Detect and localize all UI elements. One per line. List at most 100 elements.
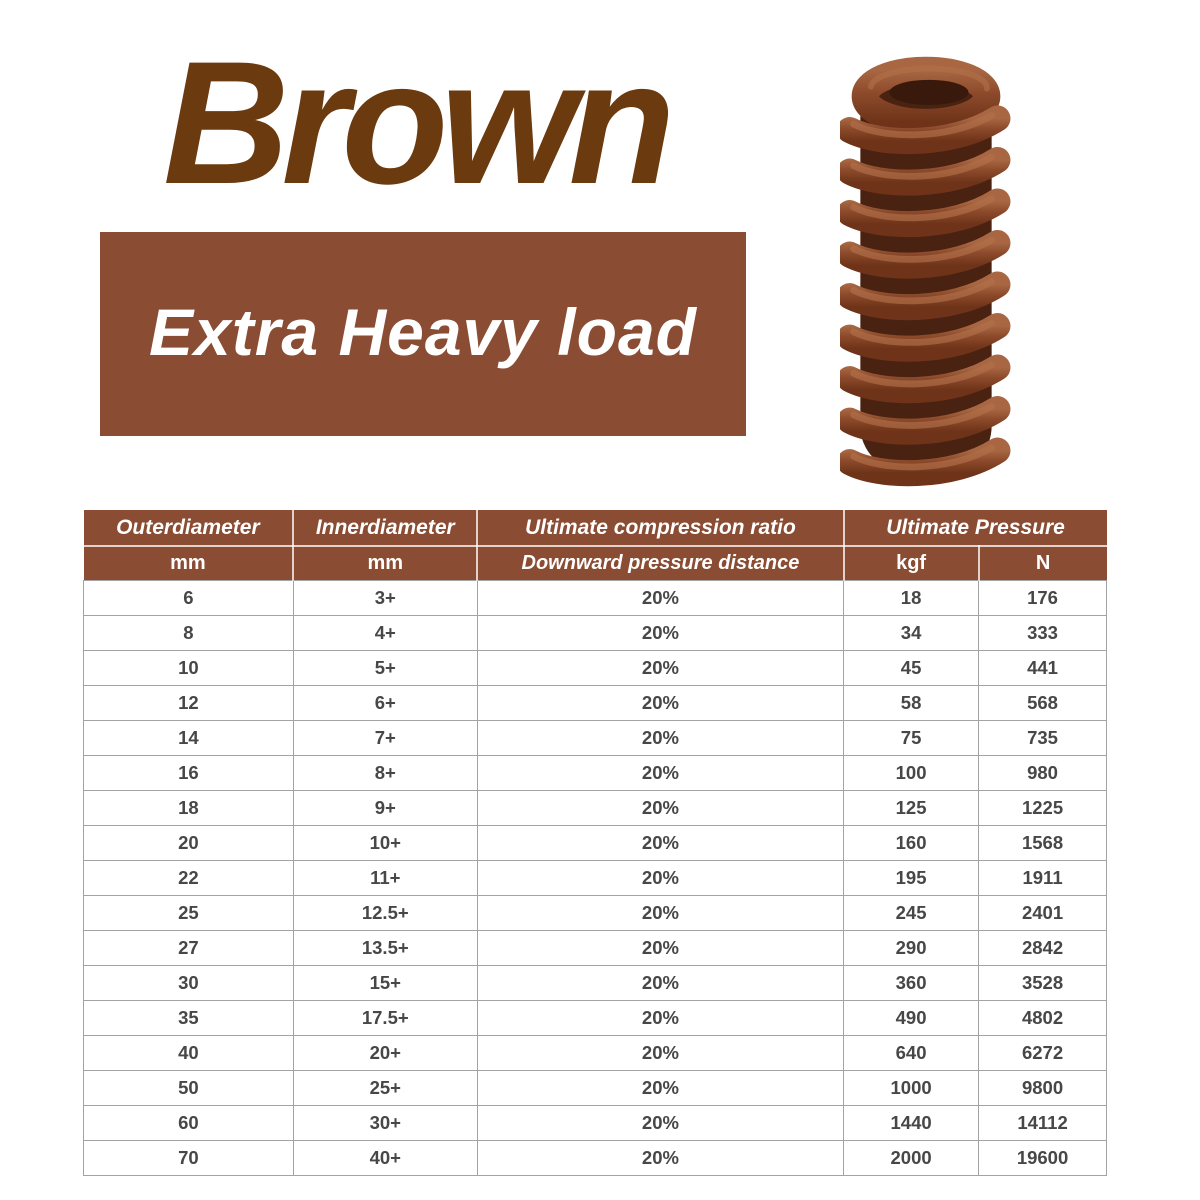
table-cell: 25 <box>83 895 294 931</box>
table-cell: 6 <box>83 580 294 616</box>
table-cell: 20% <box>476 685 845 721</box>
table-cell: 14112 <box>978 1105 1107 1141</box>
table-cell: 125 <box>843 790 980 826</box>
unit-n: N <box>978 546 1107 581</box>
table-cell: 3+ <box>292 580 478 616</box>
table-cell: 6272 <box>978 1035 1107 1071</box>
table-cell: 490 <box>843 1000 980 1036</box>
table-cell: 9800 <box>978 1070 1107 1106</box>
table-cell: 17.5+ <box>292 1000 478 1036</box>
table-cell: 8+ <box>292 755 478 791</box>
table-cell: 40+ <box>292 1140 478 1176</box>
table-row: 14 7+ 20% 75 735 <box>83 720 1107 756</box>
table-row: 12 6+ 20% 58 568 <box>83 685 1107 721</box>
table-row: 10 5+ 20% 45 441 <box>83 650 1107 686</box>
table-cell: 1568 <box>978 825 1107 861</box>
load-banner: Extra Heavy load <box>100 232 746 436</box>
table-cell: 10+ <box>292 825 478 861</box>
table-row: 8 4+ 20% 34 333 <box>83 615 1107 651</box>
table-cell: 20% <box>476 895 845 931</box>
table-cell: 20% <box>476 860 845 896</box>
table-cell: 8 <box>83 615 294 651</box>
load-banner-label: Extra Heavy load <box>149 295 697 369</box>
table-cell: 20% <box>476 1070 845 1106</box>
table-cell: 60 <box>83 1105 294 1141</box>
unit-kgf: kgf <box>843 546 980 581</box>
table-row: 27 13.5+ 20% 290 2842 <box>83 930 1107 966</box>
table-cell: 25+ <box>292 1070 478 1106</box>
table-cell: 20 <box>83 825 294 861</box>
table-cell: 16 <box>83 755 294 791</box>
table-cell: 15+ <box>292 965 478 1001</box>
table-cell: 160 <box>843 825 980 861</box>
table-cell: 20+ <box>292 1035 478 1071</box>
table-cell: 45 <box>843 650 980 686</box>
table-cell: 980 <box>978 755 1107 791</box>
table-cell: 30 <box>83 965 294 1001</box>
table-row: 40 20+ 20% 640 6272 <box>83 1035 1107 1071</box>
table-cell: 20% <box>476 825 845 861</box>
table-cell: 30+ <box>292 1105 478 1141</box>
table-cell: 14 <box>83 720 294 756</box>
spec-table-body: 6 3+ 20% 18 176 8 4+ 20% 34 333 10 5+ 20% 45 441 12 6+ 20… <box>83 580 1107 1176</box>
table-header-group-row: Outerdiameter Innerdiameter Ultimate com… <box>83 510 1107 547</box>
table-cell: 58 <box>843 685 980 721</box>
table-row: 60 30+ 20% 1440 14112 <box>83 1105 1107 1141</box>
table-cell: 20% <box>476 930 845 966</box>
table-cell: 9+ <box>292 790 478 826</box>
table-cell: 360 <box>843 965 980 1001</box>
table-cell: 12 <box>83 685 294 721</box>
table-row: 18 9+ 20% 125 1225 <box>83 790 1107 826</box>
table-cell: 441 <box>978 650 1107 686</box>
table-cell: 568 <box>978 685 1107 721</box>
table-cell: 5+ <box>292 650 478 686</box>
die-spring-image <box>840 48 1012 494</box>
table-cell: 2401 <box>978 895 1107 931</box>
table-cell: 20% <box>476 580 845 616</box>
table-cell: 735 <box>978 720 1107 756</box>
table-cell: 176 <box>978 580 1107 616</box>
table-cell: 100 <box>843 755 980 791</box>
table-cell: 18 <box>83 790 294 826</box>
col-header-compression-ratio: Ultimate compression ratio <box>477 510 845 547</box>
table-cell: 75 <box>843 720 980 756</box>
color-title: Brown <box>163 26 675 221</box>
unit-innerdiameter-mm: mm <box>293 546 479 581</box>
table-cell: 27 <box>83 930 294 966</box>
table-row: 25 12.5+ 20% 245 2401 <box>83 895 1107 931</box>
table-cell: 290 <box>843 930 980 966</box>
table-cell: 20% <box>476 965 845 1001</box>
table-cell: 20% <box>476 790 845 826</box>
table-cell: 22 <box>83 860 294 896</box>
col-header-outerdiameter: Outerdiameter <box>83 510 295 547</box>
table-cell: 640 <box>843 1035 980 1071</box>
table-cell: 1911 <box>978 860 1107 896</box>
unit-downward-pressure-distance: Downward pressure distance <box>477 546 845 581</box>
table-cell: 4802 <box>978 1000 1107 1036</box>
table-row: 6 3+ 20% 18 176 <box>83 580 1107 616</box>
table-header-unit-row: mm mm Downward pressure distance kgf N <box>83 546 1107 581</box>
table-cell: 245 <box>843 895 980 931</box>
table-cell: 2842 <box>978 930 1107 966</box>
table-cell: 19600 <box>978 1140 1107 1176</box>
table-row: 50 25+ 20% 1000 9800 <box>83 1070 1107 1106</box>
table-cell: 12.5+ <box>292 895 478 931</box>
col-header-ultimate-pressure: Ultimate Pressure <box>843 510 1107 547</box>
table-cell: 34 <box>843 615 980 651</box>
table-cell: 6+ <box>292 685 478 721</box>
table-row: 20 10+ 20% 160 1568 <box>83 825 1107 861</box>
table-cell: 35 <box>83 1000 294 1036</box>
table-row: 16 8+ 20% 100 980 <box>83 755 1107 791</box>
table-row: 35 17.5+ 20% 490 4802 <box>83 1000 1107 1036</box>
table-cell: 195 <box>843 860 980 896</box>
table-row: 30 15+ 20% 360 3528 <box>83 965 1107 1001</box>
col-header-innerdiameter: Innerdiameter <box>293 510 479 547</box>
table-cell: 7+ <box>292 720 478 756</box>
table-cell: 4+ <box>292 615 478 651</box>
table-row: 22 11+ 20% 195 1911 <box>83 860 1107 896</box>
table-row: 70 40+ 20% 2000 19600 <box>83 1140 1107 1176</box>
table-cell: 3528 <box>978 965 1107 1001</box>
table-cell: 18 <box>843 580 980 616</box>
table-cell: 20% <box>476 1000 845 1036</box>
table-cell: 13.5+ <box>292 930 478 966</box>
